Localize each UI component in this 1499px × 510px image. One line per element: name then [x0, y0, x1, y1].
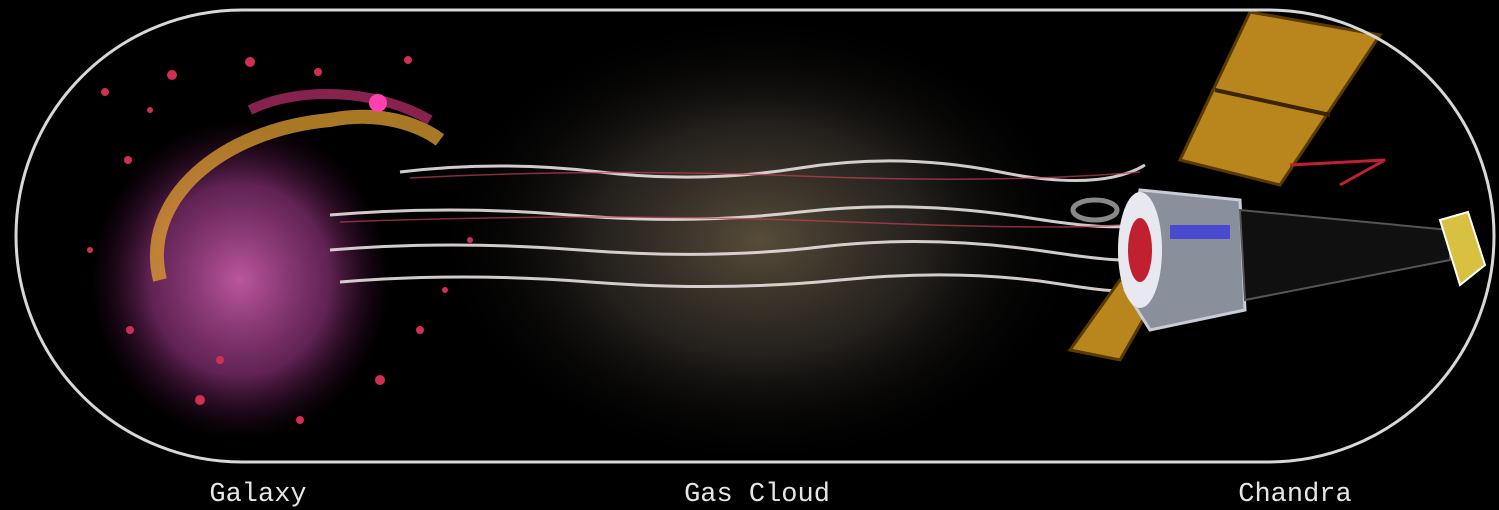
label: Chandra — [1238, 480, 1351, 510]
x-ray — [329, 205, 1143, 229]
x-ray — [329, 240, 1142, 262]
galaxy — [90, 120, 390, 440]
galaxy-arm — [247, 88, 433, 125]
galaxy-core — [369, 94, 387, 112]
label: Gas Cloud — [684, 480, 830, 510]
star-dots — [87, 56, 473, 424]
chandra-satellite — [1067, 10, 1487, 362]
x-ray-trace — [339, 216, 1141, 228]
galaxy-arm — [149, 109, 445, 282]
frame — [14, 8, 1496, 464]
x-ray-trace — [409, 171, 1141, 180]
label: Galaxy — [209, 480, 306, 510]
x-ray — [339, 273, 1136, 293]
gas-cloud — [430, 10, 1090, 470]
x-ray — [399, 159, 1146, 182]
